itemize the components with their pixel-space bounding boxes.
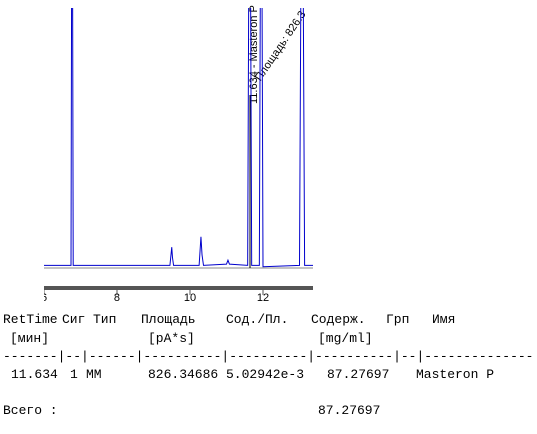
cell: 826.34686 xyxy=(148,367,219,382)
peak-label: 11.634 - Masteron P xyxy=(248,5,260,104)
signal-trace xyxy=(44,8,313,268)
col-header: Содерж. xyxy=(311,312,366,327)
cell: Masteron P xyxy=(416,367,495,382)
unit: [mg/ml] xyxy=(318,331,373,346)
col-header: Имя xyxy=(432,312,456,327)
x-axis-bar xyxy=(44,286,313,290)
total-value: 87.27697 xyxy=(318,403,381,418)
col-header: RetTime xyxy=(3,312,58,327)
cell: 11.634 xyxy=(11,367,58,382)
cell: MM xyxy=(86,367,102,382)
unit: [pA*s] xyxy=(148,331,195,346)
col-header: Сод./Пл. xyxy=(226,312,289,327)
plot-area xyxy=(44,8,313,268)
cell: 5.02942e-3 xyxy=(226,367,305,382)
total-label: Всего : xyxy=(3,403,58,418)
x-tick-label: 6 xyxy=(41,292,47,304)
x-tick-label: 10 xyxy=(184,292,196,304)
col-header: Грп xyxy=(386,312,410,327)
separator: -------|--|------|----------|----------|… xyxy=(3,349,534,364)
cell: 1 xyxy=(70,367,78,382)
col-header: Тип xyxy=(93,312,117,327)
cell: 87.27697 xyxy=(327,367,390,382)
unit: [мин] xyxy=(10,331,50,346)
x-tick-label: 12 xyxy=(257,292,269,304)
col-header: Сиг xyxy=(62,312,86,327)
chromatogram: 11.634 - Masteron P Площадь: 826.3 6 8 10 1… xyxy=(41,5,313,304)
col-header: Площадь xyxy=(141,312,196,327)
x-axis: 6 8 10 12 xyxy=(41,290,269,304)
x-tick-label: 8 xyxy=(114,292,120,304)
